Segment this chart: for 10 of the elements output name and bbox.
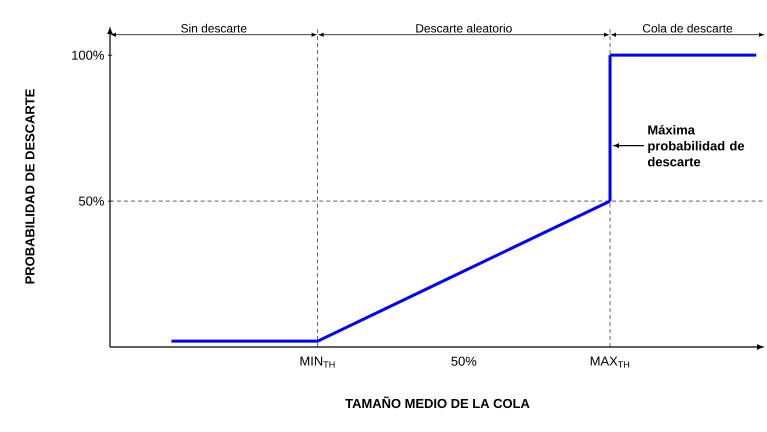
x-axis-title: TAMAÑO MEDIO DE LA COLA [345, 396, 530, 408]
x-tick-label: 50% [451, 356, 476, 366]
annotation: Cola de descarte [642, 24, 732, 33]
x-tick-label: MAX$_{TH}$ [590, 356, 630, 368]
annotation: Sin descarte [181, 24, 246, 33]
annotation: Máxima probabilidad de descarte [648, 124, 744, 166]
y-tick-label: 100% [72, 50, 104, 60]
y-axis-title: PROBABILIDAD DE DESCARTE [25, 89, 34, 284]
x-tick-label: MIN$_{TH}$ [300, 356, 335, 368]
annotation: Descarte aleatorio [416, 24, 512, 33]
